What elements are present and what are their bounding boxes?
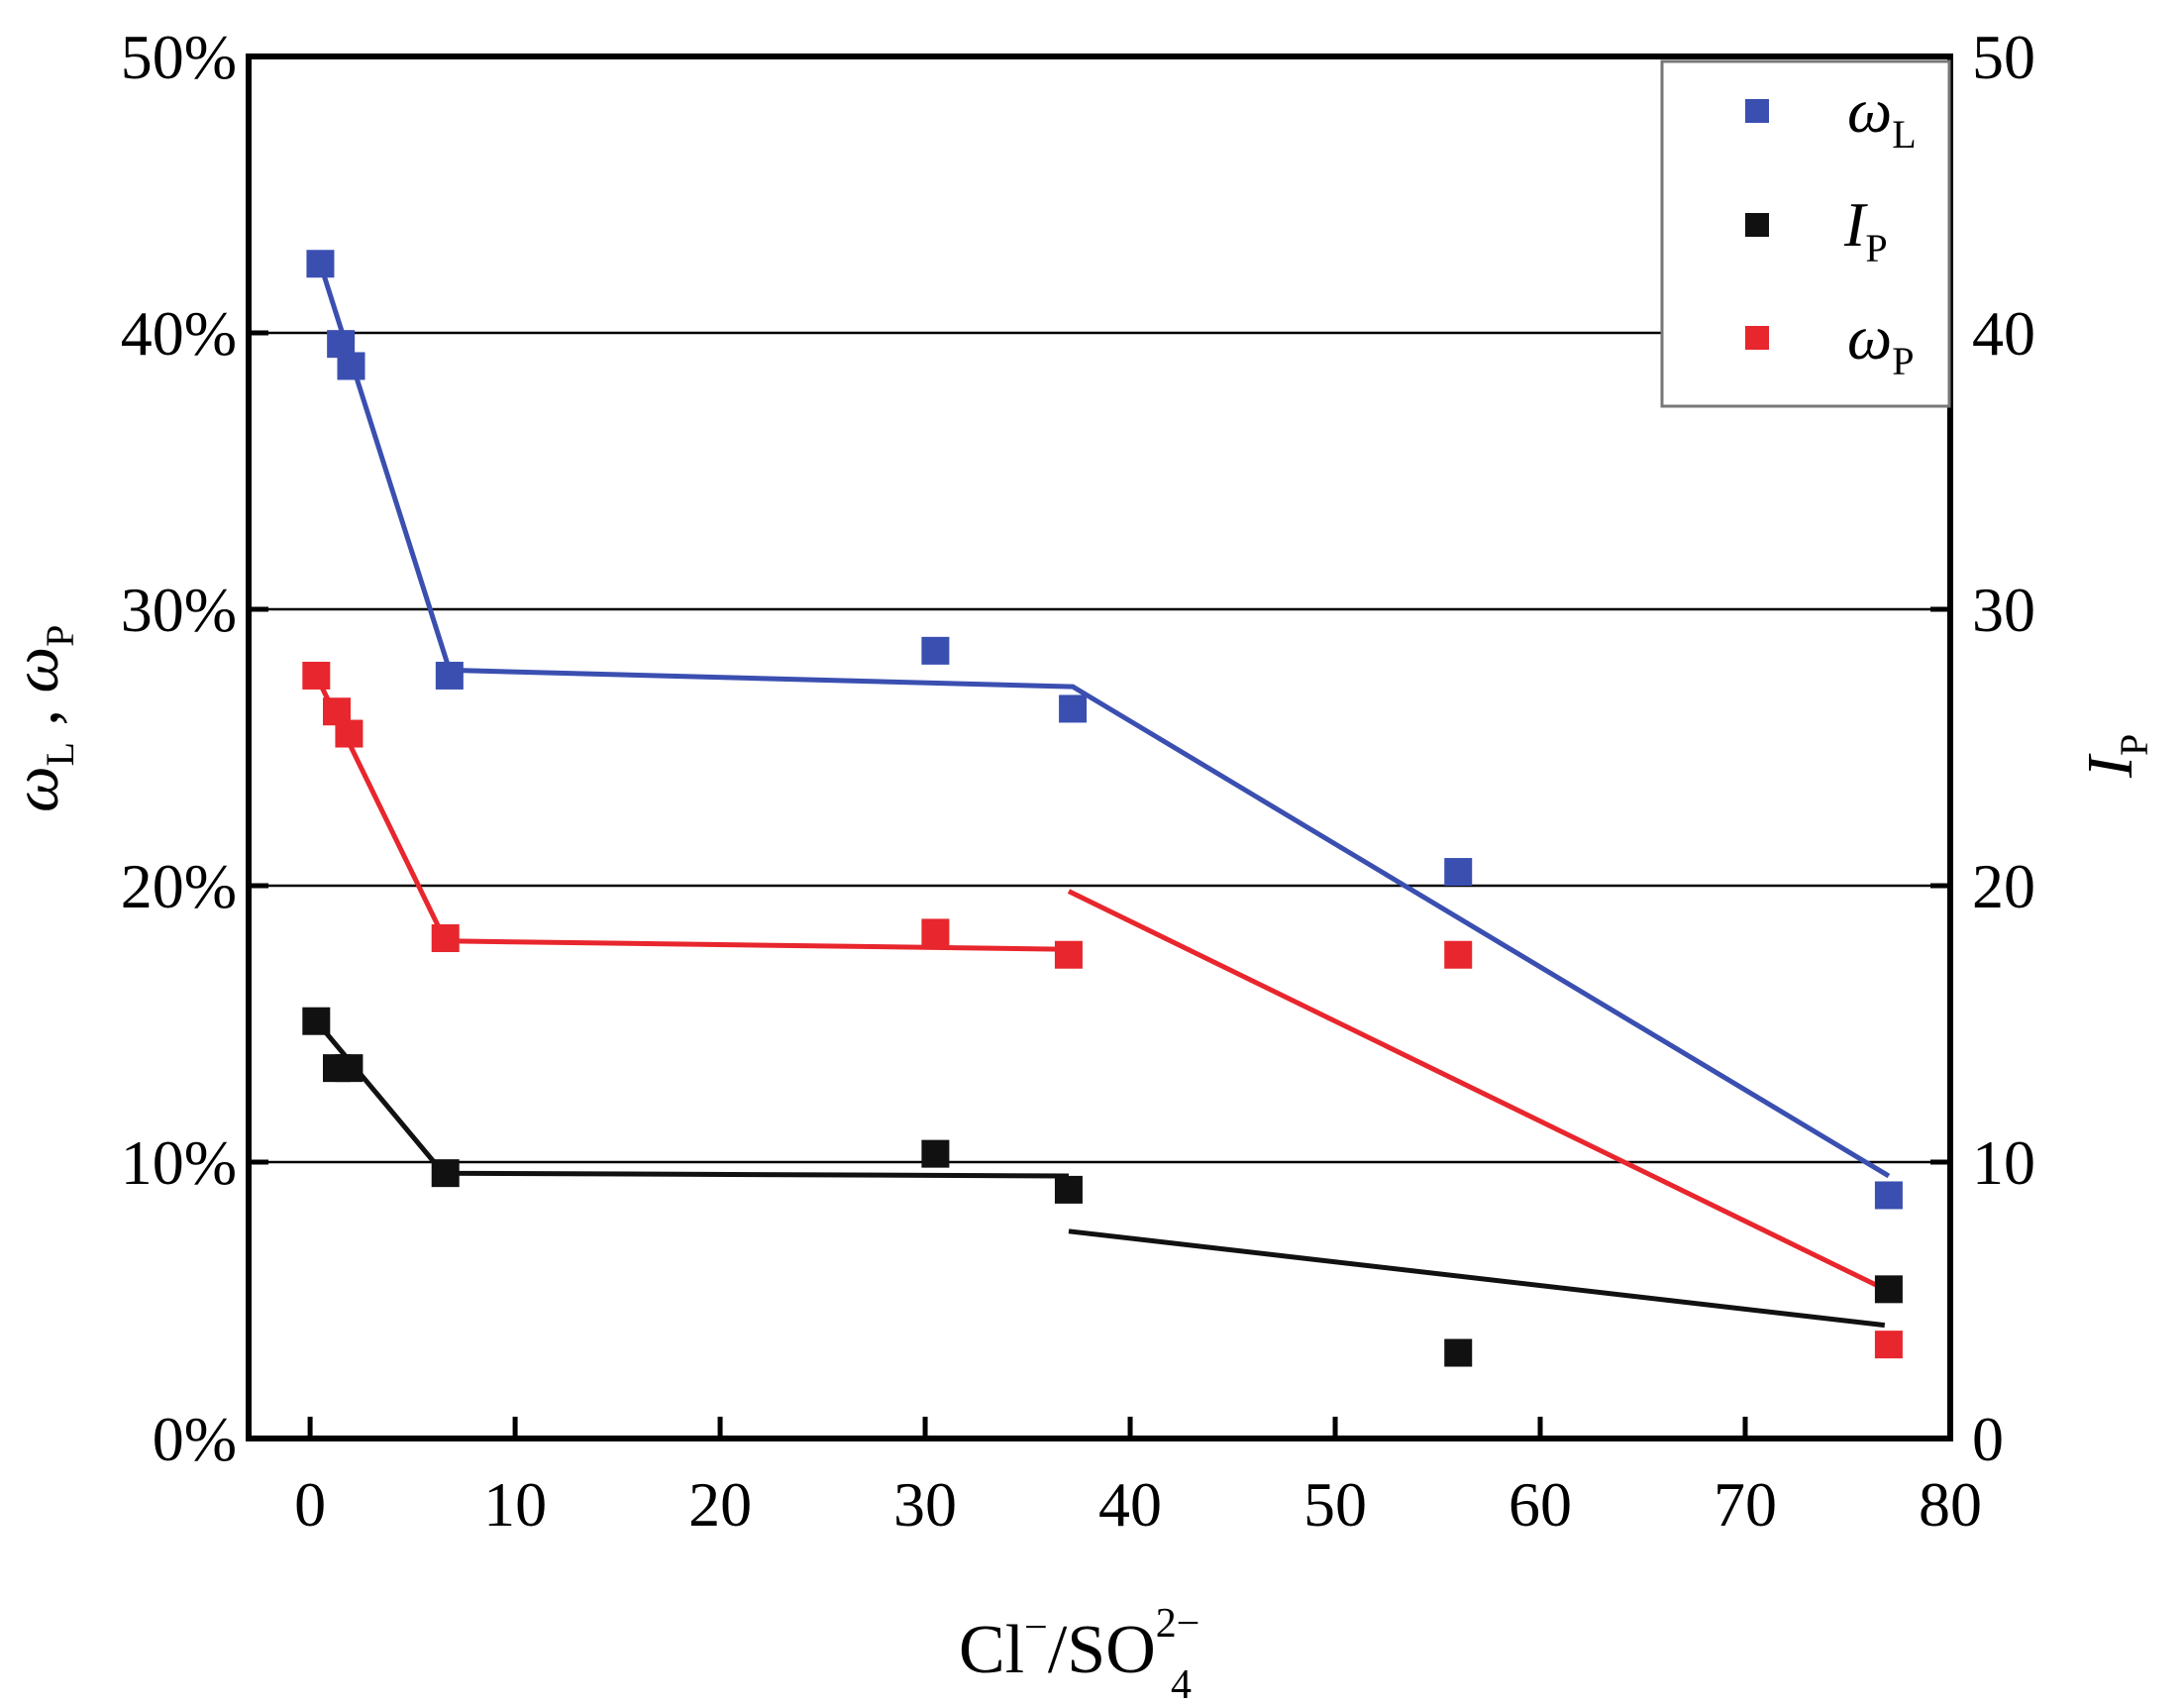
legend-label-IP: IP xyxy=(1843,189,1888,270)
y-left-tick-label: 30% xyxy=(121,575,237,645)
point-wP xyxy=(302,661,331,690)
x-tick-label: 30 xyxy=(893,1469,957,1540)
y-right-tick-label: 10 xyxy=(1972,1127,2035,1198)
x-tick-label: 70 xyxy=(1714,1469,1777,1540)
fit-line-IP xyxy=(314,1019,1070,1179)
point-IP xyxy=(431,1159,460,1188)
legend: ωL IP ωP xyxy=(1660,59,1951,408)
legend-marker-wP xyxy=(1745,326,1769,350)
x-tick-label: 60 xyxy=(1508,1469,1572,1540)
x-tick-label: 10 xyxy=(483,1469,547,1540)
x-tick-label: 0 xyxy=(294,1469,326,1540)
gridlines xyxy=(249,331,1950,1164)
data-points xyxy=(302,250,1903,1367)
y-left-tick-label: 0% xyxy=(153,1404,237,1474)
point-IP xyxy=(921,1139,950,1168)
point-wL xyxy=(306,250,335,278)
y-right-tick-label: 30 xyxy=(1972,575,2035,645)
fit-line-IP xyxy=(1068,1228,1886,1329)
y-left-tick-label: 50% xyxy=(121,22,237,92)
y-right-tick-label: 20 xyxy=(1972,851,2035,921)
x-tick-label: 20 xyxy=(688,1469,752,1540)
point-wP xyxy=(1054,940,1083,969)
legend-marker-IP xyxy=(1745,213,1769,237)
fit-line-wP xyxy=(1067,889,1886,1292)
y-left-tick-label: 20% xyxy=(121,851,237,921)
y-axis-right-title: IP xyxy=(2074,734,2156,779)
y-right-tick-label: 0 xyxy=(1972,1404,2004,1474)
legend-label-wL: ωL xyxy=(1847,75,1917,157)
point-wP xyxy=(1874,1331,1903,1359)
point-wP xyxy=(1444,940,1473,969)
point-wL xyxy=(337,352,365,380)
plot-frame xyxy=(246,53,1953,1441)
point-wP xyxy=(921,918,950,947)
x-tick-label: 40 xyxy=(1098,1469,1162,1540)
legend-marker-wL xyxy=(1745,99,1769,123)
point-wL xyxy=(1444,858,1473,887)
point-IP xyxy=(335,1054,364,1083)
x-axis-title: Cl−/SO2− 4 xyxy=(959,1601,1199,1705)
legend-box xyxy=(1660,59,1951,408)
y-right-tick-label: 40 xyxy=(1972,298,2035,369)
point-wL xyxy=(921,636,950,665)
point-wL xyxy=(1059,694,1088,723)
point-IP xyxy=(1874,1275,1903,1304)
fit-lines xyxy=(314,263,1891,1329)
legend-label-wP: ωP xyxy=(1847,302,1914,383)
point-IP xyxy=(1444,1338,1473,1367)
fit-line-wP xyxy=(314,674,1070,952)
point-wP xyxy=(335,719,364,748)
x-tick-label: 50 xyxy=(1303,1469,1367,1540)
point-IP xyxy=(302,1007,331,1035)
y-left-tick-label: 40% xyxy=(121,298,237,369)
y-axis-left-title: ωL , ωP xyxy=(0,625,82,812)
y-right-tick-label: 50 xyxy=(1972,22,2035,92)
x-tick-label: 80 xyxy=(1919,1469,1982,1540)
fit-line-wL xyxy=(318,263,1891,1179)
y-left-tick-label: 10% xyxy=(121,1127,237,1198)
point-IP xyxy=(1054,1175,1083,1204)
axis-ticks: 0% 10% 20% 30% 40% 50% 0 10 20 30 40 50 0 10 20 30 40 50 6… xyxy=(121,22,2035,1540)
point-wP xyxy=(431,924,460,953)
point-wL xyxy=(1874,1181,1903,1210)
point-wL xyxy=(435,661,464,690)
